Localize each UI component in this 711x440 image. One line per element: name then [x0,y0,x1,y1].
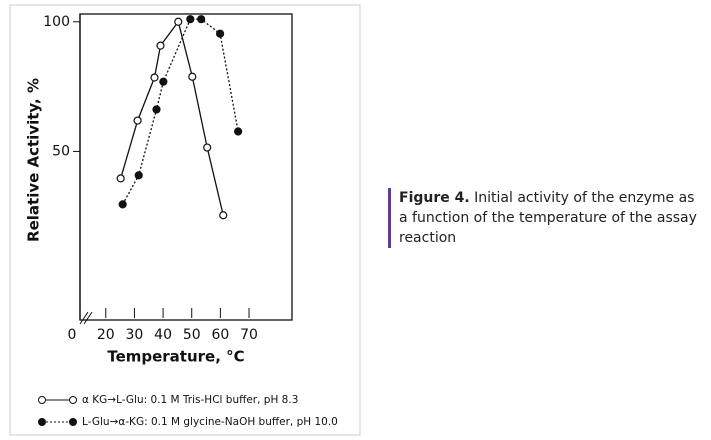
plot-frame [79,13,293,321]
data-point [197,15,206,24]
series-line [120,20,224,216]
data-point [215,29,225,38]
data-point [219,211,228,220]
legend-marker [38,396,46,404]
caption-label: Figure 4. [399,190,470,206]
data-point [152,105,161,114]
chart: Relative Activity, % Temperature, °C 0 5… [9,4,361,436]
x-tick-label: 70 [240,327,258,343]
x-tick-label: 40 [154,327,172,343]
data-point [134,171,143,180]
data-point [234,127,243,136]
y-tick-label: 100 [43,14,70,30]
x-tick-label: 30 [126,327,144,343]
x-break-label: 0 [68,327,77,343]
data-point [116,174,125,183]
data-point [186,15,195,24]
caption: Figure 4. Initial activity of the enzyme… [388,188,699,248]
data-point [203,143,212,152]
data-point [174,17,183,26]
x-tick-label: 20 [97,327,115,343]
data-point [150,73,159,82]
axis-break [79,311,93,325]
figure-frame [9,4,361,436]
data-point [118,200,127,209]
data-point [159,77,168,86]
x-axis-label: Temperature, °C [107,348,244,366]
y-tick-label: 50 [52,143,70,159]
x-tick-label: 50 [183,327,201,343]
x-tick-label: 60 [211,327,229,343]
legend-marker [69,418,77,426]
caption-text: Initial activity of the enzyme as a func… [399,190,697,246]
legend-marker [69,396,77,404]
y-axis-label: Relative Activity, % [25,78,43,242]
legend-label: α KG→L-Glu: 0.1 M Tris-HCl buffer, pH 8.… [82,394,298,406]
legend-marker [38,418,46,426]
data-point [156,41,165,50]
data-point [133,116,142,125]
legend-label: L-Glu→α-KG: 0.1 M glycine-NaOH buffer, p… [82,416,338,428]
data-point [188,72,197,81]
